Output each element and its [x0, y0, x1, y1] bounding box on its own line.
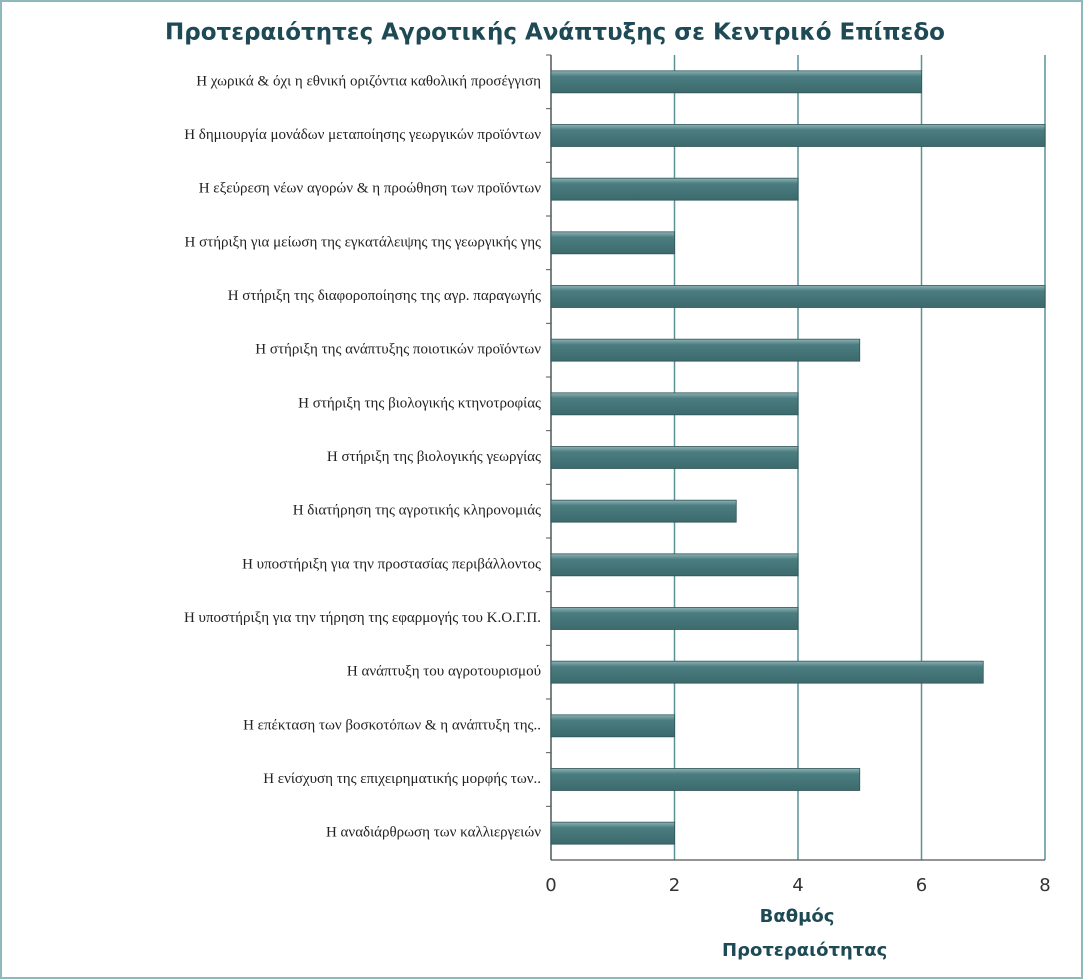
bar — [550, 714, 675, 738]
bar — [550, 70, 922, 94]
x-tick-label: 4 — [792, 875, 803, 896]
y-tick-label: Η ανάπτυξη του αγροτουρισμού — [347, 664, 541, 680]
x-axis-label: Βαθμός Προτεραιότητας — [722, 906, 888, 961]
bar — [550, 124, 1046, 147]
x-tick-label: 8 — [1039, 875, 1050, 896]
bar — [550, 446, 799, 469]
bar — [550, 499, 737, 523]
bar — [550, 768, 861, 791]
chart-title: Προτεραιότητες Αγροτικής Ανάπτυξης σε Κε… — [165, 20, 945, 46]
y-tick-label: Η ενίσχυση της επιχειρηματικής μορφής τω… — [263, 771, 541, 787]
y-tick-label: Η δημιουργία μονάδων μεταποίησης γεωργικ… — [184, 127, 541, 143]
y-tick-label: Η υποστήριξη για την τήρηση της εφαρμογή… — [184, 610, 541, 626]
bar — [550, 231, 675, 255]
bar — [550, 553, 799, 577]
y-tick-label: Η στήριξη της βιολογικής γεωργίας — [327, 449, 541, 465]
x-tick-label: 6 — [916, 875, 927, 896]
x-tick-label: 0 — [545, 875, 556, 896]
bar — [550, 177, 799, 201]
y-tick-label: Η στήριξη της βιολογικής κτηνοτροφίας — [298, 395, 541, 411]
y-tick-label: Η αναδιάρθρωση των καλλιεργειών — [326, 825, 541, 841]
bar — [550, 392, 799, 416]
x-tick-label: 2 — [669, 875, 680, 896]
y-tick-label: Η χωρικά & όχι η εθνική οριζόντια καθολι… — [196, 73, 541, 89]
bar — [550, 607, 799, 630]
y-tick-label: Η επέκταση των βοσκοτόπων & η ανάπτυξη τ… — [243, 717, 541, 733]
y-tick-label: Η υποστήριξη για την προστασίας περιβάλλ… — [242, 556, 541, 572]
bar — [550, 821, 675, 845]
y-tick-label: Η στήριξη της διαφοροποίησης της αγρ. πα… — [228, 288, 541, 304]
bar — [550, 338, 861, 362]
bar — [550, 660, 984, 684]
y-tick-label: Η στήριξη για μείωση της εγκατάλειψης τη… — [185, 234, 542, 250]
bar — [550, 285, 1046, 308]
y-tick-label: Η εξεύρεση νέων αγορών & η προώθηση των … — [199, 181, 541, 197]
y-tick-label: Η στήριξη της ανάπτυξης ποιοτικών προϊόν… — [255, 342, 541, 358]
y-tick-label: Η διατήρηση της αγροτικής κληρονομιάς — [293, 503, 541, 519]
